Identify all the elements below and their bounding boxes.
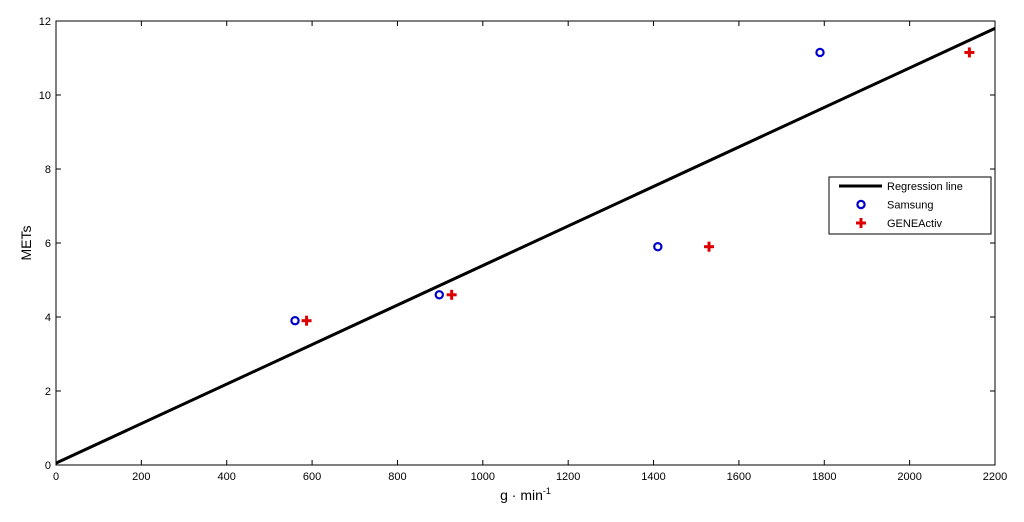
x-tick-label: 200 bbox=[132, 471, 150, 483]
x-axis-label-superscript: -1 bbox=[543, 486, 551, 496]
x-tick-label: 400 bbox=[218, 471, 236, 483]
x-tick-label: 2000 bbox=[897, 471, 921, 483]
legend-item: GENEActiv bbox=[856, 218, 943, 230]
y-axis-label: METs bbox=[18, 226, 34, 261]
legend-label: Samsung bbox=[887, 200, 933, 212]
y-tick-label: 12 bbox=[39, 16, 51, 28]
x-tick-label: 1000 bbox=[471, 471, 495, 483]
y-tick-label: 0 bbox=[45, 460, 51, 472]
legend-label: GENEActiv bbox=[887, 218, 943, 230]
geneactiv-point bbox=[301, 315, 312, 326]
legend-item: Samsung bbox=[856, 199, 933, 212]
x-tick-label: 1200 bbox=[556, 471, 580, 483]
x-tick-label: 800 bbox=[388, 471, 406, 483]
x-tick-label: 1800 bbox=[812, 471, 836, 483]
series-layer bbox=[55, 27, 996, 465]
legend-item: Regression line bbox=[839, 181, 963, 193]
geneactiv-point bbox=[704, 241, 715, 252]
samsung-point bbox=[815, 47, 825, 58]
legend-label: Regression line bbox=[887, 181, 963, 193]
legend-circle-swatch bbox=[856, 199, 866, 210]
samsung-point bbox=[653, 241, 663, 252]
legend-plus-swatch bbox=[856, 218, 866, 228]
y-tick-label: 8 bbox=[45, 164, 51, 176]
y-tick-label: 2 bbox=[45, 386, 51, 398]
x-tick-label: 1400 bbox=[641, 471, 665, 483]
geneactiv-point bbox=[446, 289, 457, 300]
ticks bbox=[55, 20, 996, 466]
geneactiv-point bbox=[964, 47, 975, 58]
regression-line bbox=[55, 27, 996, 465]
samsung-point bbox=[290, 316, 300, 326]
x-tick-label: 0 bbox=[53, 471, 59, 483]
tick-labels: 0 200 400 600 800 1000 1200 1400 1600 1800 2000 220… bbox=[39, 16, 1007, 483]
legend: Regression line Samsung GENEActiv bbox=[828, 176, 992, 235]
y-tick-label: 6 bbox=[45, 238, 51, 250]
y-tick-label: 10 bbox=[39, 90, 51, 102]
x-tick-label: 1600 bbox=[727, 471, 751, 483]
x-axis-label: g · min-1 bbox=[500, 486, 551, 503]
legend-items: Regression line Samsung GENEActiv bbox=[839, 181, 963, 230]
x-tick-label: 2200 bbox=[983, 471, 1007, 483]
x-axis-label-main: g · min bbox=[500, 487, 543, 503]
x-tick-label: 600 bbox=[303, 471, 321, 483]
y-tick-label: 4 bbox=[45, 312, 51, 324]
samsung-point bbox=[434, 290, 444, 300]
